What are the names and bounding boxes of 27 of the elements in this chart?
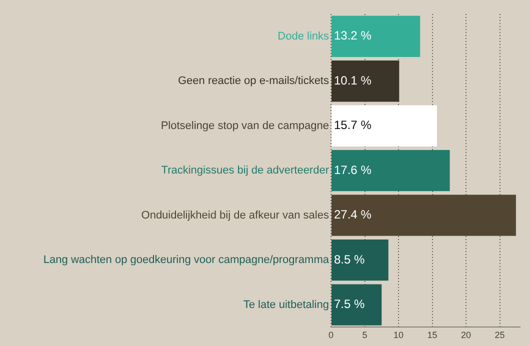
bar bbox=[332, 284, 382, 326]
data-label: 17.6 % bbox=[334, 162, 372, 177]
y-tick-label: Trackingissues bij de adverteerder bbox=[161, 164, 330, 177]
y-tick-label: Geen reactie op e-mails/tickets bbox=[178, 75, 330, 88]
data-label: 10.1 % bbox=[334, 73, 372, 88]
data-label: 27.4 % bbox=[334, 208, 372, 222]
data-label: 15.7 % bbox=[334, 118, 372, 132]
x-tick-label: 25 bbox=[494, 330, 505, 340]
x-tick-label: 20 bbox=[460, 330, 472, 340]
x-tick-label: 5 bbox=[362, 330, 368, 340]
bar bbox=[332, 150, 450, 192]
bar bbox=[332, 16, 420, 57]
bar bbox=[332, 105, 437, 146]
bar bbox=[332, 60, 400, 102]
x-tick-label: 15 bbox=[427, 330, 438, 340]
y-tick-label: Dode links bbox=[278, 30, 330, 42]
y-tick-label: Plotselinge stop van de campagne bbox=[160, 120, 329, 132]
bar bbox=[332, 194, 516, 236]
x-tick-label: 0 bbox=[328, 330, 334, 340]
bar bbox=[332, 240, 388, 281]
y-tick-label: Te late uitbetaling bbox=[243, 298, 329, 311]
data-label: 8.5 % bbox=[334, 252, 366, 266]
y-tick-label: Onduidelijkheid bij de afkeur van sales bbox=[141, 209, 330, 222]
data-label: 7.5 % bbox=[334, 297, 366, 312]
data-label: 13.2 % bbox=[334, 28, 372, 43]
y-tick-label: Lang wachten op goedkeuring voor campagne/programma bbox=[43, 254, 330, 266]
x-tick-label: 10 bbox=[393, 330, 404, 340]
